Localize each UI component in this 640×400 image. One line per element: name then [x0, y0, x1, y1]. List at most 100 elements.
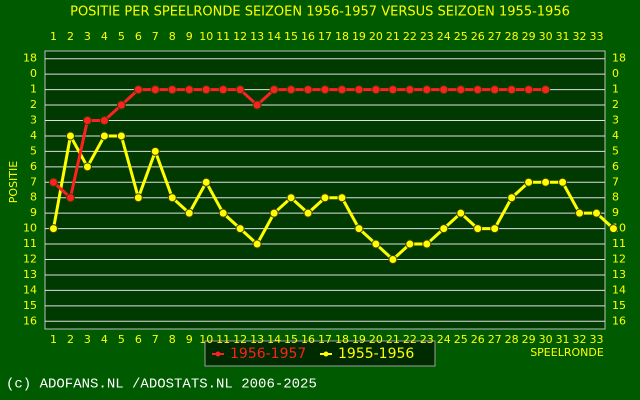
y-tick-label: 0	[30, 67, 37, 80]
y-tick-label-right: 0	[612, 67, 619, 80]
data-point	[116, 131, 126, 141]
data-point	[507, 85, 517, 95]
data-point	[99, 116, 109, 125]
x-tick-label: 6	[135, 333, 142, 346]
x-tick-label-top: 24	[437, 30, 451, 43]
data-point	[218, 85, 228, 95]
data-point	[286, 85, 296, 95]
x-tick-label: 4	[101, 333, 108, 346]
x-tick-label-top: 18	[335, 30, 349, 43]
x-tick-label-top: 33	[590, 30, 604, 43]
data-point	[167, 193, 177, 203]
data-point	[48, 177, 58, 187]
x-tick-label-top: 20	[369, 30, 383, 43]
y-tick-label-right: 14	[612, 283, 626, 296]
y-tick-label-right: 16	[612, 314, 626, 327]
x-tick-label: 2	[67, 333, 74, 346]
plot-area	[44, 50, 606, 330]
x-tick-label: 9	[186, 333, 193, 346]
x-tick-label: 21	[386, 333, 400, 346]
y-tick-label: 14	[23, 283, 37, 296]
data-point	[150, 85, 160, 95]
y-tick-label: 9	[30, 206, 37, 219]
x-tick-label-top: 25	[454, 30, 468, 43]
data-point	[184, 85, 194, 95]
x-tick-label: 24	[437, 333, 451, 346]
y-tick-label-right: 15	[612, 299, 626, 312]
y-tick-label: 10	[23, 222, 37, 235]
data-point	[558, 177, 568, 187]
x-tick-label-top: 27	[488, 30, 502, 43]
data-point	[388, 85, 398, 95]
data-point	[269, 208, 279, 218]
data-point	[490, 224, 500, 234]
x-tick-label: 25	[454, 333, 468, 346]
data-point	[235, 85, 245, 95]
x-tick-label: 26	[471, 333, 485, 346]
data-point	[65, 193, 75, 203]
legend-marker	[215, 351, 221, 357]
x-tick-label: 19	[352, 333, 366, 346]
x-tick-label: 22	[403, 333, 417, 346]
x-tick-label-top: 7	[152, 30, 159, 43]
y-tick-label: 16	[23, 314, 37, 327]
x-tick-label-top: 31	[556, 30, 570, 43]
x-tick-label: 20	[369, 333, 383, 346]
data-point	[405, 85, 415, 95]
x-tick-label-top: 23	[420, 30, 434, 43]
y-axis-label: POSITIE	[7, 161, 20, 203]
y-tick-label: 18	[23, 52, 37, 65]
x-tick-label-top: 26	[471, 30, 485, 43]
data-point	[65, 131, 75, 141]
x-tick-label-top: 11	[216, 30, 230, 43]
data-point	[541, 177, 551, 187]
data-point	[524, 85, 534, 95]
data-point	[303, 208, 313, 218]
data-point	[405, 239, 415, 249]
x-tick-label: 17	[318, 333, 332, 346]
y-tick-label-right: 1	[612, 83, 619, 96]
y-tick-label: 3	[30, 114, 37, 127]
y-tick-label: 12	[23, 253, 37, 266]
data-point	[320, 193, 330, 203]
x-tick-label: 29	[522, 333, 536, 346]
data-point	[371, 239, 381, 249]
data-point	[456, 208, 466, 218]
x-tick-label: 5	[118, 333, 125, 346]
data-point	[133, 85, 143, 95]
y-tick-label: 6	[30, 160, 37, 173]
x-tick-label-top: 13	[250, 30, 264, 43]
x-tick-label-top: 30	[539, 30, 553, 43]
data-point	[133, 193, 143, 203]
y-tick-label-right: 7	[612, 175, 619, 188]
y-tick-label-right: 2	[612, 98, 619, 111]
data-point	[490, 85, 500, 95]
x-tick-label: 31	[556, 333, 570, 346]
x-tick-label-top: 15	[284, 30, 298, 43]
x-tick-label-top: 9	[186, 30, 193, 43]
x-tick-label-top: 32	[573, 30, 587, 43]
y-tick-label: 13	[23, 268, 37, 281]
data-point	[252, 239, 262, 249]
x-tick-label: 13	[250, 333, 264, 346]
y-tick-label-right: 3	[612, 114, 619, 127]
data-point	[507, 193, 517, 203]
x-tick-label: 7	[152, 333, 159, 346]
x-tick-label-top: 8	[169, 30, 176, 43]
data-point	[99, 131, 109, 141]
y-tick-label-right: 8	[612, 191, 619, 204]
x-tick-label: 32	[573, 333, 587, 346]
y-tick-label-right: 11	[612, 237, 626, 250]
data-point	[116, 100, 126, 110]
data-point	[303, 85, 313, 95]
x-tick-label-top: 5	[118, 30, 125, 43]
y-tick-label: 8	[30, 191, 37, 204]
data-point	[592, 208, 602, 218]
y-tick-label: 15	[23, 299, 37, 312]
x-tick-label: 27	[488, 333, 502, 346]
data-point	[354, 224, 364, 234]
data-point	[82, 162, 92, 172]
chart-title: POSITIE PER SPEELRONDE SEIZOEN 1956-1957…	[70, 5, 570, 20]
